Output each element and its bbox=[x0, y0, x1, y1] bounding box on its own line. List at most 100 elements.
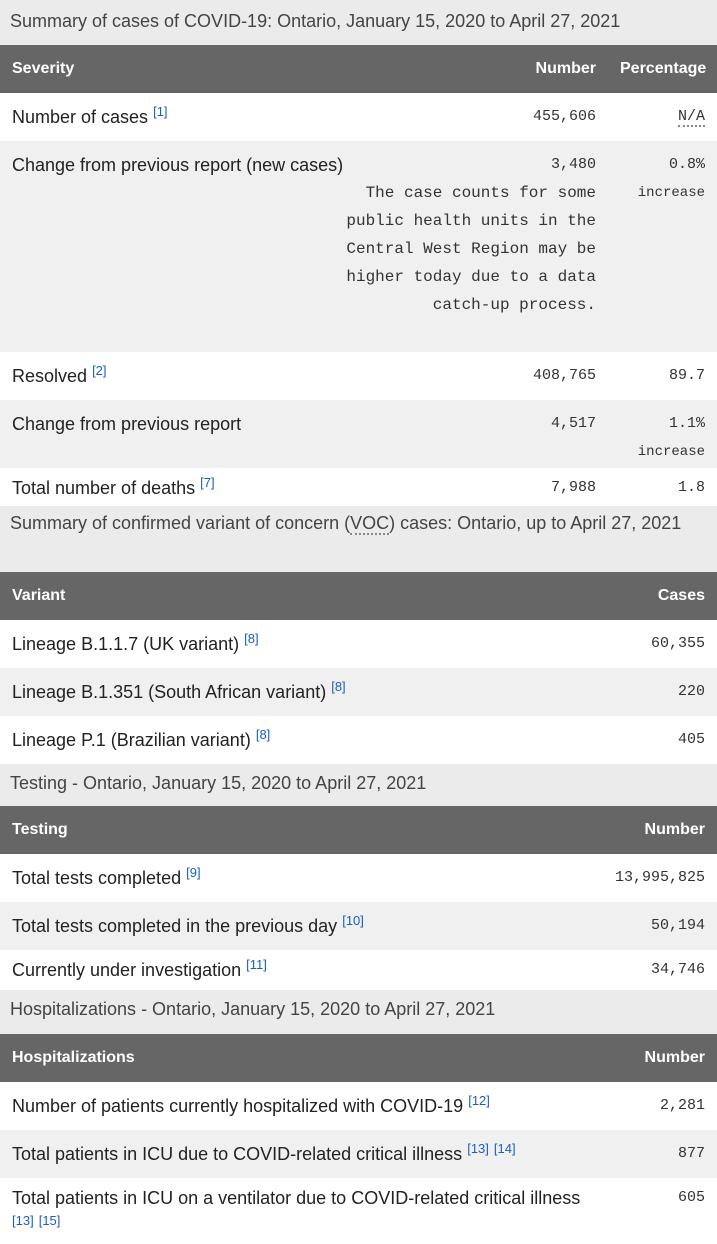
row-label: Number of patients currently hospitalize… bbox=[0, 1082, 597, 1130]
table-row: Lineage B.1.1.7 (UK variant) [8] 60,355 bbox=[0, 620, 717, 668]
voc-abbr: VOC bbox=[350, 513, 390, 535]
resolved-change-percentage-cell: 1.1% increase bbox=[608, 400, 717, 468]
resolved-change-label: Change from previous report bbox=[0, 400, 481, 468]
resolved-number: 408,765 bbox=[532, 367, 596, 384]
footnote-link[interactable]: [8] bbox=[244, 631, 259, 646]
testing-header-row: Testing Number bbox=[0, 806, 717, 854]
summary-caption-text: Summary of cases of COVID-19: Ontario, J… bbox=[10, 11, 621, 31]
deaths-percentage: 1.8 bbox=[677, 479, 705, 496]
variant-cases: 60,355 bbox=[650, 635, 705, 652]
hospital-value: 877 bbox=[597, 1130, 717, 1178]
hospital-label: Total patients in ICU on a ventilator du… bbox=[12, 1188, 581, 1208]
testing-header: Testing bbox=[0, 806, 557, 854]
row-label: Resolved [2] bbox=[0, 352, 481, 400]
row-label: Total patients in ICU due to COVID-relat… bbox=[0, 1130, 597, 1178]
hospital-value: 605 bbox=[677, 1189, 705, 1206]
hospital-number-header: Number bbox=[597, 1034, 717, 1082]
summary-table: Severity Number Percentage Number of cas… bbox=[0, 45, 717, 506]
testing-value: 13,995,825 bbox=[614, 869, 705, 886]
hospital-label: Number of patients currently hospitalize… bbox=[12, 1096, 464, 1116]
resolved-change-percentage: 1.1% bbox=[668, 415, 705, 432]
variants-caption-before: Summary of confirmed variant of concern … bbox=[10, 513, 351, 533]
row-label: Number of cases [1] bbox=[0, 93, 481, 141]
footnote-link[interactable]: [7] bbox=[200, 475, 215, 490]
footnote-link[interactable]: [13] bbox=[467, 1141, 489, 1156]
testing-number-header: Number bbox=[557, 806, 717, 854]
resolved-percentage: 89.7 bbox=[668, 367, 705, 384]
cases-number: 455,606 bbox=[532, 108, 596, 125]
variant-label: Lineage B.1.351 (South African variant) bbox=[12, 682, 327, 702]
summary-header-row: Severity Number Percentage bbox=[0, 45, 717, 93]
table-row: Total number of deaths [7] 7,988 1.8 bbox=[0, 468, 717, 506]
change-percentage: 0.8% bbox=[668, 156, 705, 173]
table-row: Number of cases [1] 455,606 N/A bbox=[0, 93, 717, 141]
footnote-link[interactable]: [10] bbox=[342, 913, 364, 928]
resolved-label: Resolved bbox=[12, 366, 88, 386]
change-percentage-cell: 0.8% increase bbox=[608, 141, 717, 352]
cases-percentage: N/A bbox=[608, 93, 717, 141]
summary-caption: Summary of cases of COVID-19: Ontario, J… bbox=[0, 0, 717, 45]
change-label: Change from previous report (new cases) bbox=[0, 141, 481, 352]
table-row: Number of patients currently hospitalize… bbox=[0, 1082, 717, 1130]
footnote-link[interactable]: [12] bbox=[468, 1093, 490, 1108]
cases-header: Cases bbox=[557, 572, 717, 620]
testing-value: 34,746 bbox=[650, 961, 705, 978]
testing-caption-text: Testing - Ontario, January 15, 2020 to A… bbox=[10, 773, 427, 793]
table-row: Change from previous report (new cases) … bbox=[0, 141, 717, 352]
variant-label: Lineage B.1.1.7 (UK variant) bbox=[12, 634, 240, 654]
testing-label: Currently under investigation bbox=[12, 960, 242, 980]
number-header: Number bbox=[481, 45, 608, 93]
row-label: Total tests completed in the previous da… bbox=[0, 902, 557, 950]
change-number-cell: 3,480 The case counts for some public he… bbox=[346, 141, 608, 352]
hospitalizations-header: Hospitalizations bbox=[0, 1034, 597, 1082]
row-label: Lineage P.1 (Brazilian variant) [8] bbox=[0, 716, 557, 764]
resolved-change-percentage-sub: increase bbox=[637, 444, 705, 460]
footnote-link[interactable]: [11] bbox=[246, 957, 267, 972]
testing-table: Testing Number Total tests completed [9]… bbox=[0, 806, 717, 990]
deaths-number: 7,988 bbox=[550, 479, 596, 496]
hospital-caption: Hospitalizations - Ontario, January 15, … bbox=[0, 990, 717, 1034]
percentage-header: Percentage bbox=[608, 45, 717, 93]
footnote-link[interactable]: [9] bbox=[186, 865, 201, 880]
change-percentage-sub: increase bbox=[637, 185, 705, 201]
row-label: Total patients in ICU on a ventilator du… bbox=[0, 1178, 597, 1244]
testing-value: 50,194 bbox=[557, 902, 717, 950]
testing-label: Total tests completed in the previous da… bbox=[12, 916, 338, 936]
table-row: Change from previous report 4,517 1.1% i… bbox=[0, 400, 717, 468]
table-row: Lineage B.1.351 (South African variant) … bbox=[0, 668, 717, 716]
footnote-link[interactable]: [13] bbox=[12, 1213, 34, 1228]
variants-caption: Summary of confirmed variant of concern … bbox=[0, 506, 717, 572]
footnote-link[interactable]: [8] bbox=[331, 679, 346, 694]
variants-table: Variant Cases Lineage B.1.1.7 (UK varian… bbox=[0, 572, 717, 764]
table-row: Total patients in ICU on a ventilator du… bbox=[0, 1178, 717, 1244]
row-label: Lineage B.1.351 (South African variant) … bbox=[0, 668, 557, 716]
table-row: Total patients in ICU due to COVID-relat… bbox=[0, 1130, 717, 1178]
change-number: 3,480 bbox=[550, 156, 596, 173]
hospital-value: 2,281 bbox=[659, 1097, 705, 1114]
testing-caption: Testing - Ontario, January 15, 2020 to A… bbox=[0, 764, 717, 806]
row-label: Total number of deaths [7] bbox=[0, 468, 481, 506]
footnote-link[interactable]: [2] bbox=[92, 363, 107, 378]
variant-cases: 220 bbox=[557, 668, 717, 716]
row-label: Lineage B.1.1.7 (UK variant) [8] bbox=[0, 620, 557, 668]
testing-label: Total tests completed bbox=[12, 868, 182, 888]
deaths-label: Total number of deaths bbox=[12, 478, 196, 498]
variant-header: Variant bbox=[0, 572, 557, 620]
row-label: Currently under investigation [11] bbox=[0, 950, 557, 990]
data-note: The case counts for some public health u… bbox=[346, 184, 596, 314]
table-row: Total tests completed in the previous da… bbox=[0, 902, 717, 950]
hospital-table: Hospitalizations Number Number of patien… bbox=[0, 1034, 717, 1244]
footnote-link[interactable]: [8] bbox=[255, 727, 271, 742]
hospital-header-row: Hospitalizations Number bbox=[0, 1034, 717, 1082]
hospital-caption-text: Hospitalizations - Ontario, January 15, … bbox=[10, 999, 496, 1019]
footnote-link[interactable]: [15] bbox=[38, 1213, 61, 1228]
severity-header: Severity bbox=[0, 45, 481, 93]
variant-label: Lineage P.1 (Brazilian variant) bbox=[12, 730, 251, 750]
footnote-link[interactable]: [14] bbox=[493, 1141, 516, 1156]
table-row: Resolved [2] 408,765 89.7 bbox=[0, 352, 717, 400]
variants-caption-after: ) cases: Ontario, up to April 27, 2021 bbox=[389, 513, 682, 533]
na-abbr: N/A bbox=[677, 108, 705, 127]
variant-cases: 405 bbox=[677, 731, 705, 748]
footnote-link[interactable]: [1] bbox=[153, 104, 168, 119]
table-row: Total tests completed [9] 13,995,825 bbox=[0, 854, 717, 902]
